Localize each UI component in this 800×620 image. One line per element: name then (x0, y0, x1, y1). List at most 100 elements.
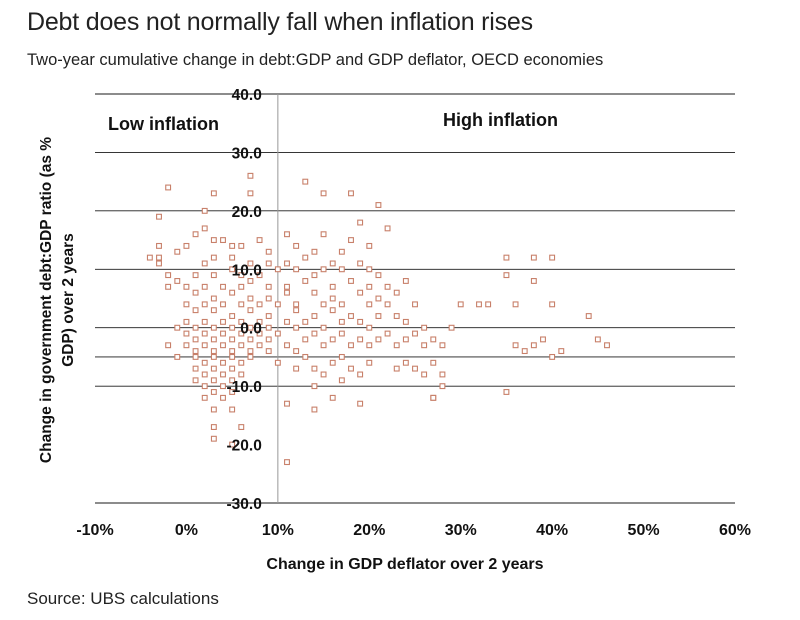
data-point (348, 237, 354, 244)
data-point (393, 313, 400, 319)
data-point (192, 324, 199, 331)
data-point (247, 348, 254, 355)
data-point (338, 318, 345, 325)
data-point (165, 184, 172, 191)
data-point (265, 260, 272, 267)
data-point (210, 237, 217, 244)
data-point (320, 301, 327, 308)
data-point (238, 242, 245, 249)
data-point (265, 336, 272, 343)
x-tick-label: 40% (536, 522, 568, 539)
data-point (375, 295, 382, 302)
x-tick-label: 10% (262, 522, 294, 539)
y-tick-label: 30.0 (232, 145, 262, 162)
data-point (156, 254, 162, 261)
data-point (210, 406, 217, 413)
data-point (594, 336, 601, 343)
data-point (229, 266, 236, 273)
data-point (220, 330, 226, 337)
data-point (293, 301, 300, 308)
data-point (201, 342, 208, 349)
data-point (375, 272, 382, 279)
data-point (210, 272, 217, 279)
data-point (229, 348, 236, 355)
data-point (201, 225, 208, 232)
data-point (366, 359, 373, 366)
data-point (229, 441, 236, 448)
data-point (284, 459, 290, 466)
data-point (329, 359, 336, 366)
data-point (476, 301, 482, 308)
data-point (512, 301, 519, 308)
source-note: Source: UBS calculations (27, 589, 219, 608)
data-point (247, 295, 254, 302)
data-point (274, 301, 281, 308)
data-point (192, 377, 199, 384)
data-point (238, 330, 245, 337)
data-point (302, 254, 309, 261)
chart-subtitle: Two-year cumulative change in debt:GDP a… (27, 51, 604, 69)
data-point (238, 283, 245, 290)
x-tick-label: 50% (628, 522, 660, 539)
data-point (174, 324, 181, 331)
data-point (357, 336, 364, 343)
data-point (338, 377, 345, 384)
data-point (256, 237, 263, 244)
data-point (412, 330, 418, 337)
data-point (201, 330, 208, 337)
data-point (256, 301, 263, 308)
data-point (293, 348, 300, 355)
data-point (357, 289, 364, 296)
data-point (210, 389, 217, 395)
y-axis-tick-labels: 40.0 30.0 20.0 10.0 0.0 -10.0 -20.0 -30.0 (227, 87, 262, 513)
data-point (192, 272, 199, 279)
data-point (247, 260, 254, 267)
data-point (585, 313, 592, 319)
data-point (338, 248, 345, 255)
data-point (210, 377, 217, 384)
data-point (229, 254, 236, 261)
data-point (293, 307, 300, 314)
data-point (220, 383, 226, 390)
data-point (503, 254, 510, 261)
data-point (210, 348, 217, 355)
y-tick-label: 10.0 (232, 262, 262, 279)
data-point (293, 324, 300, 331)
data-point (183, 301, 190, 308)
data-point (247, 190, 254, 197)
data-point (220, 359, 226, 366)
x-tick-label: 60% (719, 522, 751, 539)
y-tick-label: -30.0 (227, 496, 262, 513)
data-point (165, 283, 172, 290)
data-point (320, 266, 327, 273)
data-point (192, 348, 199, 355)
y-tick-label: 0.0 (240, 321, 262, 338)
data-point (430, 359, 437, 366)
data-point (311, 313, 318, 319)
data-point (302, 178, 309, 185)
data-point (293, 242, 300, 249)
data-point (201, 260, 208, 267)
data-point (238, 371, 245, 378)
data-point (220, 318, 226, 325)
gridlines (95, 93, 735, 504)
data-point (220, 237, 226, 244)
data-point (521, 348, 528, 355)
data-point (366, 324, 373, 331)
data-point (375, 313, 382, 319)
data-point (348, 278, 354, 284)
data-point (530, 278, 537, 284)
data-point (156, 242, 162, 249)
data-point (338, 353, 345, 360)
data-point (338, 266, 345, 273)
data-point (146, 254, 153, 261)
data-point (220, 283, 226, 290)
data-point (320, 342, 327, 349)
data-point (238, 318, 245, 325)
data-point (348, 365, 354, 372)
data-point (293, 365, 300, 372)
data-point (201, 301, 208, 308)
data-point (265, 348, 272, 355)
data-point (357, 318, 364, 325)
